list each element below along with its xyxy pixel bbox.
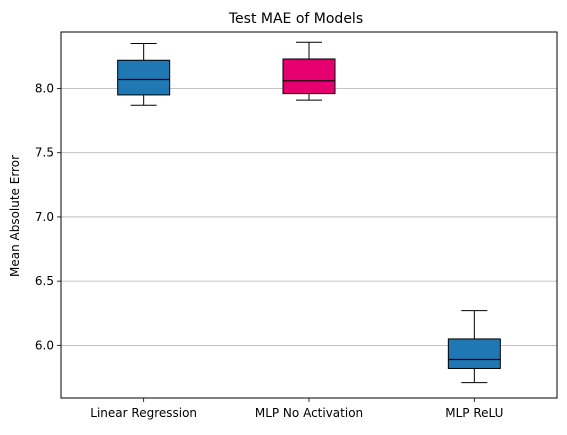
- y-axis-title: Mean Absolute Error: [8, 155, 22, 277]
- y-tick-label: 6.0: [35, 338, 54, 352]
- iqr-box: [283, 59, 335, 94]
- grid-lines: [61, 89, 557, 346]
- x-tick-label: MLP No Activation: [255, 406, 363, 420]
- y-tick-label: 8.0: [35, 82, 54, 96]
- box-mlp-relu: [448, 311, 500, 383]
- chart-title: Test MAE of Models: [228, 11, 363, 27]
- box-mlp-no-activation: [283, 42, 335, 100]
- y-tick-label: 7.5: [35, 146, 54, 160]
- box-linear-regression: [118, 44, 170, 106]
- boxes-group: [118, 42, 501, 382]
- x-axis-ticks: Linear Regression MLP No Activation MLP Re…: [90, 398, 503, 420]
- y-tick-label: 7.0: [35, 210, 54, 224]
- x-tick-label: Linear Regression: [90, 406, 197, 420]
- y-tick-label: 6.5: [35, 274, 54, 288]
- iqr-box: [118, 60, 170, 95]
- y-axis-ticks: 6.0 6.5 7.0 7.5 8.0: [35, 82, 61, 353]
- x-tick-label: MLP ReLU: [445, 406, 503, 420]
- iqr-box: [448, 339, 500, 369]
